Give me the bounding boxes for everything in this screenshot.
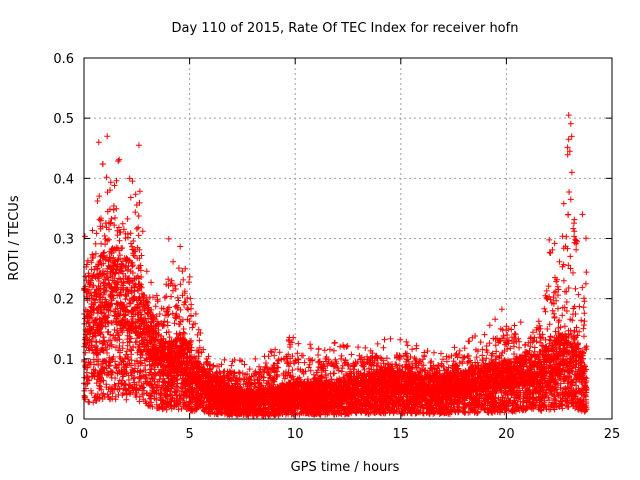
roti-point-outlier [135,142,142,149]
x-tick-label: 0 [80,427,88,442]
x-tick-label: 20 [498,427,515,442]
x-tick-label: 10 [287,427,304,442]
y-tick-label: 0.5 [53,112,74,127]
x-tick-label: 15 [393,427,410,442]
roti-point-outlier [565,112,572,119]
x-tick-label: 5 [185,427,193,442]
data-points [81,112,590,419]
chart-title: Day 110 of 2015, Rate Of TEC Index for r… [172,21,519,36]
y-tick-label: 0 [66,413,74,428]
roti-points [81,120,590,419]
x-axis-label: GPS time / hours [291,460,400,475]
roti-point-outlier [566,148,573,155]
roti-point-outlier [568,169,575,176]
roti-point-outlier [565,136,572,143]
roti-point-outlier [567,196,574,203]
y-axis-label: ROTI / TECUs [7,195,22,280]
y-tick-label: 0.2 [53,293,74,308]
roti-point-outlier [95,139,102,146]
axis-ticks: 0 5 10 15 20 25 0 0.1 0.2 0.3 0.4 0.5 0.6 [53,52,620,442]
y-tick-label: 0.4 [53,172,74,187]
y-tick-label: 0.3 [53,233,74,248]
x-tick-label: 25 [604,427,621,442]
y-tick-label: 0.6 [53,52,74,67]
roti-point-outlier [579,211,586,218]
y-tick-label: 0.1 [53,353,74,368]
roti-point-outlier [104,133,111,140]
